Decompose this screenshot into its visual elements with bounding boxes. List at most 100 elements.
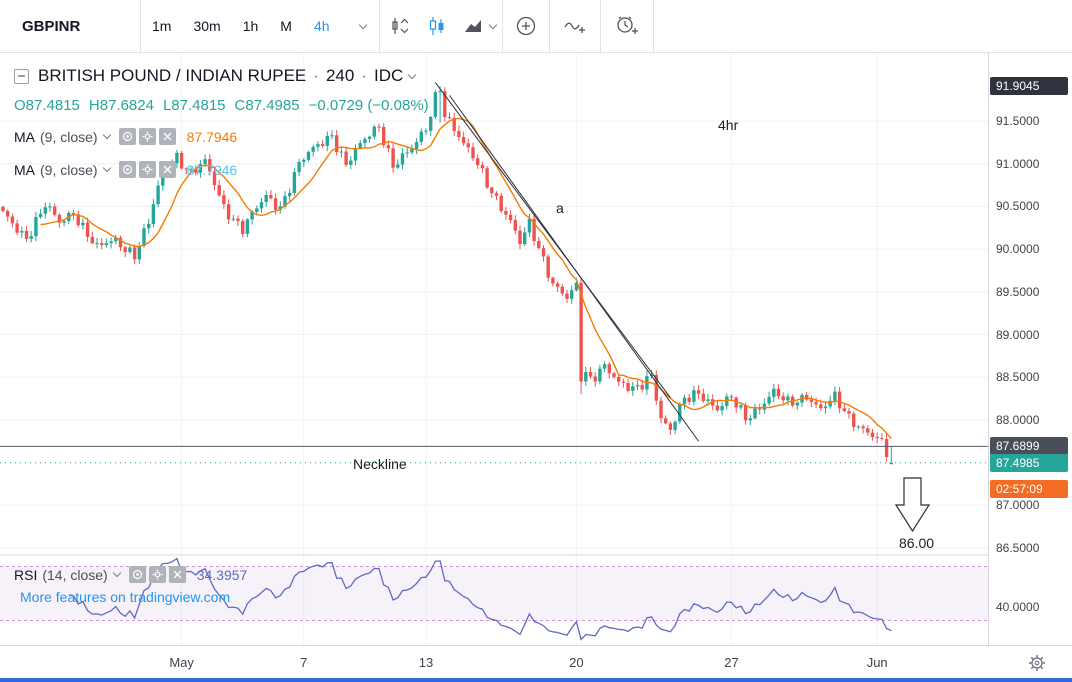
ma2-label[interactable]: MA <box>14 161 35 178</box>
candle-body <box>137 245 141 260</box>
time-label-27: 27 <box>724 655 739 670</box>
bar-style-icon[interactable] <box>380 0 418 52</box>
symbol-title[interactable]: BRITISH POUND / INDIAN RUPEE <box>38 66 307 85</box>
price-chart-canvas[interactable] <box>0 52 988 645</box>
candle-body <box>194 168 198 173</box>
trendline-1[interactable] <box>434 82 671 398</box>
settings-gear-icon[interactable] <box>1028 654 1046 677</box>
candle-body <box>880 438 884 440</box>
window-edge <box>0 678 1072 682</box>
ma1-label[interactable]: MA <box>14 128 35 145</box>
time-label-Jun: Jun <box>866 655 888 670</box>
candle-body <box>795 402 799 406</box>
rsi-label[interactable]: RSI <box>14 566 38 583</box>
interval-label[interactable]: 240 <box>325 66 355 85</box>
alert-add-icon[interactable] <box>601 0 653 52</box>
time-label-13: 13 <box>418 655 434 670</box>
candle-body <box>452 117 456 131</box>
annotation-4hr[interactable]: 4hr <box>718 117 739 133</box>
symbol-button[interactable]: GBPINR <box>22 17 81 35</box>
toolbar-separator <box>378 0 380 52</box>
candle-body <box>391 148 395 168</box>
rsi-params[interactable]: (14, close) <box>42 566 108 583</box>
bar-countdown-badge: 02:57:09 <box>990 479 1068 498</box>
candle-body <box>833 391 837 401</box>
candle-body <box>419 131 423 142</box>
chevron-down-icon[interactable] <box>408 70 417 79</box>
area-style-icon[interactable] <box>456 0 502 52</box>
chevron-down-icon[interactable] <box>102 163 111 173</box>
alarm-clock-glyph <box>616 16 638 34</box>
trendline-2[interactable] <box>449 95 700 442</box>
down-arrow-drawing[interactable] <box>894 477 931 533</box>
timeframe-1h[interactable]: 1h <box>232 0 270 52</box>
candle-body <box>884 439 889 457</box>
timeframe-4h[interactable]: 4h <box>303 0 341 52</box>
price-tick: 88.0000 <box>996 412 1040 427</box>
candle-body <box>739 405 743 408</box>
candle-body <box>476 158 480 165</box>
candle-body <box>631 386 635 391</box>
candle-style-icon[interactable] <box>418 0 456 52</box>
candle-body <box>786 396 790 401</box>
candle-body <box>353 148 358 161</box>
gear-icon[interactable] <box>138 161 156 178</box>
candle-body <box>20 231 24 233</box>
candle-body <box>100 243 104 246</box>
chevron-down-icon[interactable] <box>112 568 121 578</box>
candle-body <box>48 206 52 208</box>
candle-body <box>344 151 348 165</box>
toolbar-separator <box>652 0 654 52</box>
annotation-wave-a[interactable]: a <box>556 200 564 216</box>
eye-icon[interactable] <box>128 566 146 583</box>
exchange-label[interactable]: IDC <box>373 66 404 85</box>
rsi-tick: 40.0000 <box>996 600 1040 614</box>
close-icon[interactable] <box>158 161 176 178</box>
candle-body <box>621 381 626 383</box>
ma2-params[interactable]: (9, close) <box>40 161 98 178</box>
close-icon[interactable] <box>158 128 176 145</box>
candle-body <box>325 135 329 146</box>
collapse-pane-icon[interactable] <box>14 68 29 84</box>
timeframe-dropdown-chevron[interactable] <box>341 0 379 52</box>
close-icon[interactable] <box>168 566 186 583</box>
candle-body <box>429 116 433 131</box>
ma1-controls <box>118 128 179 145</box>
timeframe-1m[interactable]: 1m <box>141 0 182 52</box>
annotation-neckline[interactable]: Neckline <box>353 456 407 472</box>
compare-add-icon[interactable] <box>503 0 549 52</box>
chart-legend-title: BRITISH POUND / INDIAN RUPEE 240 IDC <box>14 66 417 86</box>
gear-icon[interactable] <box>138 128 156 145</box>
time-axis[interactable]: May 7 13 20 27 Jun <box>0 645 1072 682</box>
candle-body <box>414 141 419 150</box>
candle-body <box>358 143 362 149</box>
candle-body <box>767 396 771 404</box>
candle-body <box>410 149 414 153</box>
ma2-legend: MA (9, close) 87.7946 <box>14 161 237 178</box>
timeframe-M[interactable]: M <box>269 0 303 52</box>
watermark-link[interactable]: More features on tradingview.com <box>20 589 231 605</box>
candle-body <box>85 222 90 237</box>
candle-body <box>598 368 602 382</box>
annotation-target-price[interactable]: 86.00 <box>899 535 935 551</box>
price-tick: 88.5000 <box>996 370 1040 385</box>
eye-icon[interactable] <box>118 161 136 178</box>
candle-body <box>682 397 687 405</box>
candle-body <box>701 393 705 402</box>
price-axis[interactable]: 91.5000 91.0000 90.5000 90.0000 89.5000 89.00… <box>988 52 1072 645</box>
candle-body <box>198 164 203 173</box>
candle-body <box>123 247 127 253</box>
candle-body <box>76 214 80 226</box>
ma1-params[interactable]: (9, close) <box>40 128 98 145</box>
candle-body <box>776 388 781 397</box>
chevron-down-icon[interactable] <box>102 130 111 140</box>
candle-body <box>34 217 38 237</box>
gear-icon[interactable] <box>148 566 166 583</box>
eye-icon[interactable] <box>118 128 136 145</box>
indicator-add-icon[interactable] <box>550 0 600 52</box>
candle-body <box>471 147 475 159</box>
timeframe-30m[interactable]: 30m <box>182 0 231 52</box>
candle-body <box>513 220 517 231</box>
ma2-value: 87.7946 <box>186 161 238 178</box>
